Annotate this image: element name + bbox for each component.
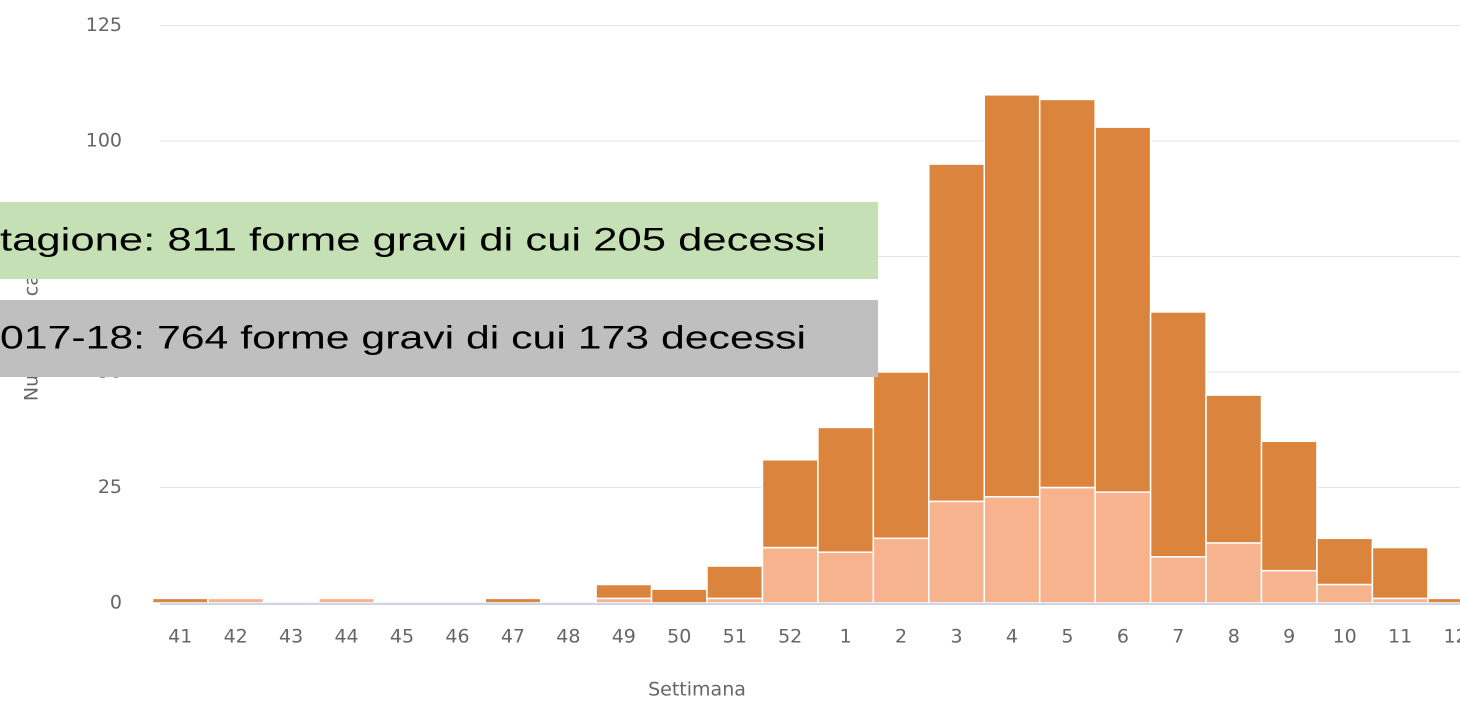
bar-segment: [761, 546, 819, 604]
bar-segment: [706, 565, 764, 600]
y-tick-label: 100: [86, 130, 122, 152]
bar-segment: [817, 551, 875, 604]
bar-segment: [928, 163, 985, 503]
x-tick-label: 51: [723, 626, 747, 648]
x-tick-label: 1: [840, 626, 852, 648]
x-tick-label: 6: [1117, 626, 1129, 648]
bar-segment: [650, 588, 708, 604]
x-tick-label: 8: [1228, 626, 1240, 648]
bar-segment: [1427, 597, 1460, 604]
x-tick-label: 50: [667, 626, 691, 648]
bar-segment: [1205, 394, 1263, 544]
x-tick-label: 43: [279, 626, 303, 648]
x-tick-label: 3: [950, 626, 962, 648]
bar-segment: [318, 597, 376, 604]
bar-segment: [1149, 556, 1207, 604]
bar-segment: [1260, 440, 1318, 572]
x-tick-label: 12: [1443, 626, 1460, 648]
annotation: tagione: 811 forme gravi di cui 205 dece…: [0, 221, 826, 257]
x-tick-label: 46: [445, 626, 469, 648]
bar-segment: [872, 537, 930, 604]
bar-segment: [1260, 569, 1318, 604]
bar-segment: [1316, 583, 1374, 604]
y-tick-label: 25: [98, 476, 122, 498]
x-tick-label: 49: [612, 626, 636, 648]
bar-segment: [872, 371, 930, 540]
x-tick-label: 42: [224, 626, 248, 648]
bar-segment: [1038, 486, 1096, 604]
x-tick-label: 4: [1006, 626, 1018, 648]
bar-segment: [761, 459, 819, 549]
x-tick-label: 48: [556, 626, 580, 648]
x-tick-label: 2: [895, 626, 907, 648]
bar-segment: [817, 426, 875, 553]
y-tick-label: 125: [86, 14, 122, 36]
x-axis-label: Settimana: [648, 679, 746, 701]
bar-segment: [1094, 126, 1152, 493]
annotation: 017-18: 764 forme gravi di cui 173 deces…: [0, 319, 806, 355]
x-tick-label: 44: [334, 626, 358, 648]
x-tick-label: 7: [1172, 626, 1184, 648]
bar-segment: [484, 597, 542, 604]
annotation-box: [0, 300, 878, 377]
x-tick-label: 41: [168, 626, 192, 648]
y-tick-label: 0: [110, 592, 122, 614]
bar-segment: [1038, 98, 1096, 489]
bar-segment: [928, 500, 985, 604]
x-tick-label: 45: [390, 626, 414, 648]
bar-segment: [983, 94, 1041, 498]
plot-area: 0255075100125414243444546474849505152123…: [86, 14, 1460, 648]
bar-segment: [1371, 546, 1429, 600]
x-tick-label: 11: [1388, 626, 1412, 648]
annotation-box: [0, 202, 878, 279]
x-tick-label: 47: [501, 626, 525, 648]
bar-segment: [1149, 311, 1207, 558]
bar-segment: [1205, 542, 1263, 604]
x-tick-label: 10: [1333, 626, 1357, 648]
bar-segment: [207, 597, 265, 604]
bar-segment: [983, 495, 1041, 604]
bar-segment: [151, 597, 209, 604]
x-tick-label: 9: [1283, 626, 1295, 648]
x-tick-label: 52: [778, 626, 802, 648]
bar-segment: [1094, 491, 1152, 604]
x-tick-label: 5: [1061, 626, 1073, 648]
bar-segment: [595, 583, 653, 600]
bar-segment: [1316, 537, 1374, 586]
